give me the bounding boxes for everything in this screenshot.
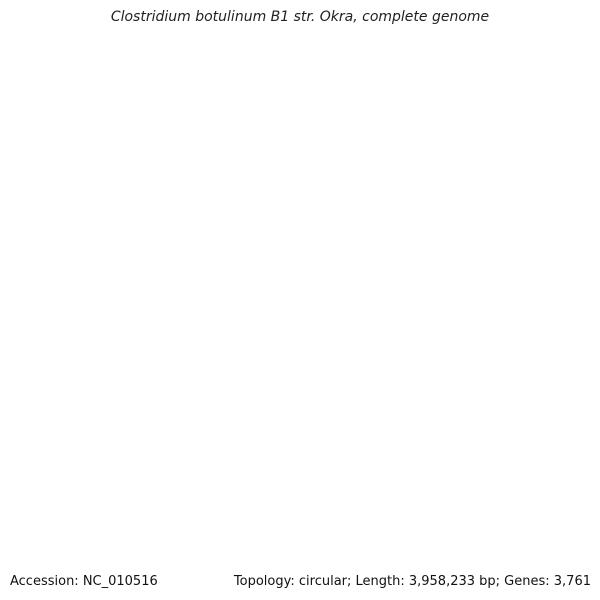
accession-label: Accession: NC_010516 — [10, 574, 158, 589]
map-title: Clostridium botulinum B1 str. Okra, comp… — [110, 9, 490, 25]
genome-stats: Topology: circular; Length: 3,958,233 bp… — [233, 574, 591, 589]
